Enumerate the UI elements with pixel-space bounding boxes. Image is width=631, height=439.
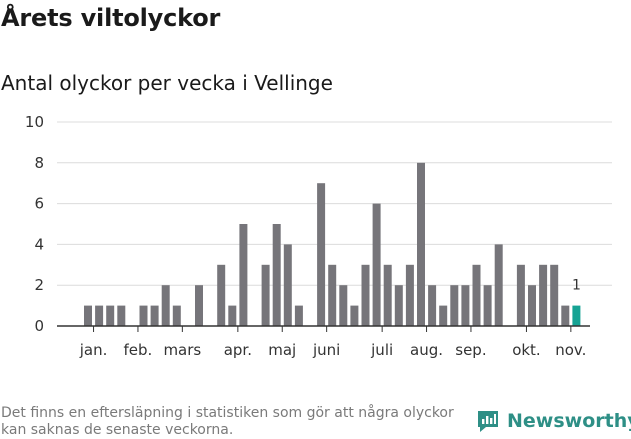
bar	[394, 285, 403, 326]
month-label: juni	[312, 341, 340, 359]
bar	[472, 264, 481, 326]
bar	[417, 162, 425, 326]
bar	[172, 305, 181, 326]
chart-subtitle: Antal olyckor per vecka i Vellinge	[1, 71, 333, 95]
bar	[372, 203, 381, 326]
bar	[239, 224, 248, 326]
y-tick-label: 2	[34, 276, 44, 294]
bar	[494, 244, 503, 326]
bar	[361, 264, 370, 326]
bar	[84, 305, 92, 326]
bar	[405, 264, 414, 326]
footnote: Det finns en eftersläpning i statistiken…	[1, 405, 454, 438]
bar	[539, 264, 548, 326]
month-label: nov.	[555, 341, 586, 359]
y-tick-label: 10	[25, 113, 44, 131]
bar-highlight	[572, 305, 581, 326]
bar-chart: 0 2 4 6 8 10 jan. feb. mars apr. maj juni juli aug. s…	[25, 113, 612, 359]
month-label: apr.	[224, 341, 252, 359]
x-axis	[57, 325, 590, 332]
bar	[161, 285, 170, 326]
bar	[461, 285, 470, 326]
bar	[272, 224, 281, 326]
bar	[339, 285, 348, 326]
grid-lines	[57, 121, 612, 286]
bars	[84, 162, 581, 326]
bar	[516, 264, 525, 326]
bar	[294, 305, 303, 326]
bar	[150, 305, 159, 326]
month-label: juli	[370, 341, 393, 359]
data-labels: 1	[572, 278, 581, 294]
bar	[117, 305, 126, 326]
bar	[450, 285, 459, 326]
x-axis-month-labels: jan. feb. mars apr. maj juni juli aug. sep. okt. n…	[79, 341, 587, 359]
month-label: jan.	[79, 341, 108, 359]
bar	[350, 305, 359, 326]
bar	[428, 285, 437, 326]
brand-name: Newsworthy	[507, 410, 631, 432]
y-tick-label: 6	[34, 195, 44, 213]
bar	[261, 264, 270, 326]
y-tick-label: 8	[34, 154, 44, 172]
bar	[550, 264, 559, 326]
bar	[217, 264, 226, 326]
y-tick-label: 4	[34, 235, 44, 253]
bar	[95, 305, 104, 326]
bar	[528, 285, 536, 326]
bar	[195, 285, 203, 326]
y-tick-label: 0	[34, 317, 44, 335]
month-label: feb.	[124, 341, 153, 359]
bar	[439, 305, 448, 326]
highlight-value-label: 1	[572, 278, 581, 294]
month-label: aug.	[410, 341, 443, 359]
month-label: mars	[163, 341, 201, 359]
bar	[383, 264, 392, 326]
month-label: sep.	[455, 341, 486, 359]
brand[interactable]: Newsworthy	[475, 408, 631, 434]
bar	[483, 285, 492, 326]
bar	[106, 305, 115, 326]
bar	[328, 264, 337, 326]
bar	[561, 305, 570, 326]
month-label: okt.	[512, 341, 541, 359]
bar	[139, 305, 148, 326]
y-axis-ticks: 0 2 4 6 8 10	[25, 113, 44, 335]
bar	[228, 305, 237, 326]
chart-title: Årets viltolyckor	[1, 4, 221, 32]
bar	[283, 244, 292, 326]
month-label: maj	[268, 341, 296, 359]
bar	[317, 183, 326, 326]
newsworthy-logo-icon	[478, 411, 498, 432]
